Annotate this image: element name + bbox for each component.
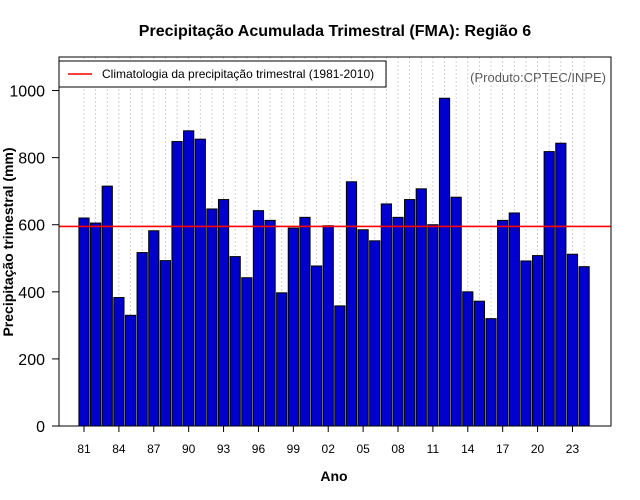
x-tick-label: 99 [287,442,301,456]
legend: Climatologia da precipitação trimestral … [58,60,387,88]
y-axis: 0 200 400 600 800 1000 [9,84,60,436]
bar-08 [392,216,404,427]
bars-layer [78,97,590,427]
bar-02 [322,225,334,427]
bar-92 [206,208,218,427]
x-tick-label: 81 [77,442,91,456]
bar-97 [264,219,276,427]
bar-05 [357,229,369,427]
legend-label: Climatologia da precipitação trimestral … [102,67,374,81]
y-tick-label: 800 [18,151,45,168]
bar-18 [508,212,520,427]
x-tick-label: 11 [427,442,440,456]
y-tick-label: 400 [18,285,45,302]
x-tick-label: 08 [391,442,405,456]
bar-81 [78,217,90,427]
chart-title: Precipitação Acumulada Trimestral (FMA):… [139,23,532,40]
bar-17 [497,219,509,427]
y-axis-label: Precipitação trimestral (mm) [0,147,16,336]
bar-93 [217,199,230,427]
x-tick-label: 90 [182,442,196,456]
bar-19 [520,260,532,427]
bar-24 [578,266,590,427]
bar-04 [345,181,358,427]
legend-box [58,60,387,88]
bar-98 [276,292,288,427]
credit-text: (Produto:CPTEC/INPE) [470,70,606,85]
bar-82 [90,222,102,427]
x-tick-label: 87 [147,442,161,456]
bar-86 [136,252,148,427]
bar-01 [311,265,323,427]
bar-16 [485,318,497,427]
x-tick-label: 84 [112,442,126,456]
y-tick-label: 1000 [9,84,45,101]
bar-99 [287,227,299,427]
bar-83 [101,185,113,427]
bar-20 [531,255,544,427]
x-axis-label: Ano [320,468,347,484]
x-tick-label: 96 [252,442,266,456]
x-tick-label: 93 [217,442,231,456]
bar-96 [252,210,265,427]
bar-91 [194,138,206,427]
bar-21 [543,151,555,427]
y-tick-label: 200 [18,352,45,369]
bar-14 [462,291,474,427]
x-tick-label: 23 [566,442,580,456]
x-axis: 81 84 87 90 93 96 99 02 05 08 11 14 17 20 23 [77,426,579,456]
bar-15 [473,300,486,427]
bar-09 [404,199,416,427]
x-tick-label: 05 [356,442,370,456]
bar-22 [555,142,567,427]
bar-07 [380,203,392,427]
bar-89 [171,141,183,427]
bar-10 [415,188,427,427]
bar-12 [438,97,451,427]
bar-03 [334,305,346,427]
bar-84 [113,297,125,427]
bar-85 [124,314,137,427]
x-tick-label: 14 [461,442,475,456]
bar-11 [427,224,439,427]
bar-13 [450,196,462,427]
y-tick-label: 600 [18,218,45,235]
bar-94 [229,256,241,427]
x-tick-label: 20 [531,442,545,456]
bar-90 [183,130,195,427]
x-tick-label: 02 [322,442,336,456]
bar-00 [299,216,311,427]
bar-23 [566,253,579,427]
bar-88 [159,260,172,427]
bar-95 [241,277,253,427]
x-tick-label: 17 [496,442,510,456]
bar-87 [148,230,160,427]
y-tick-label: 0 [36,419,45,436]
bar-06 [369,240,381,427]
